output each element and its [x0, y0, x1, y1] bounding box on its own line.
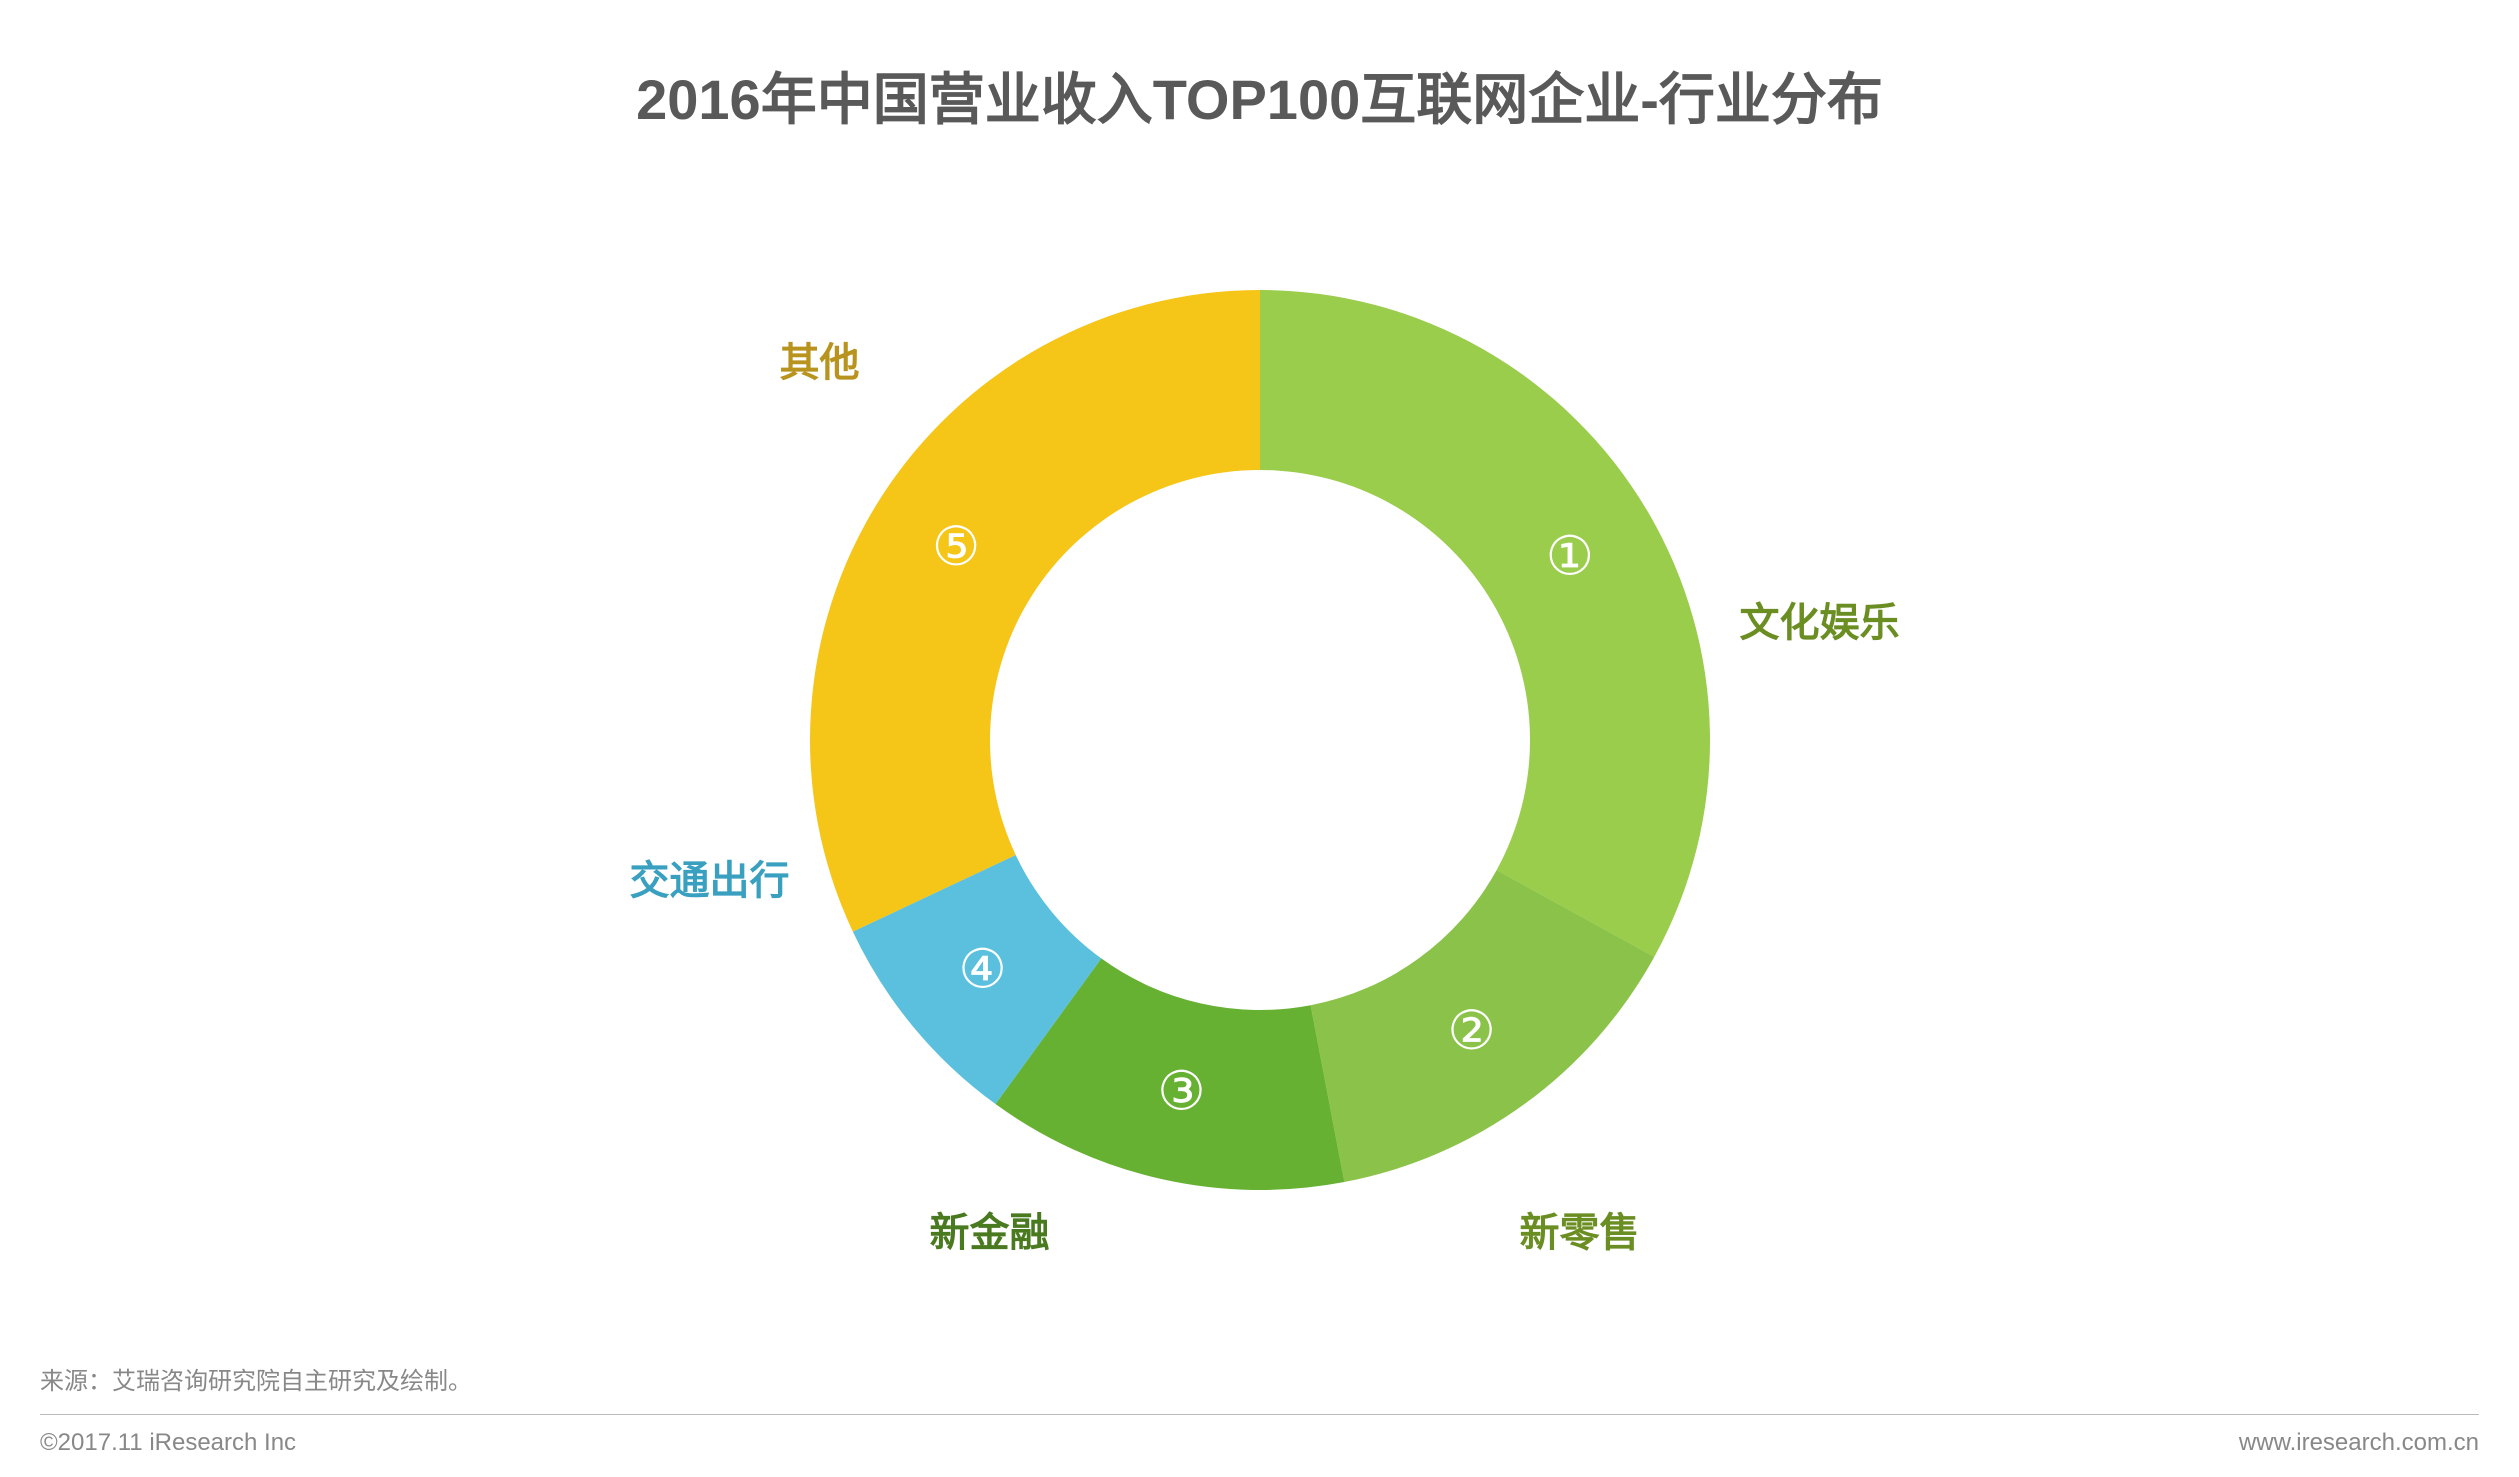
slice-number-1: ① — [1545, 527, 1593, 587]
url-text: www.iresearch.com.cn — [2239, 1429, 2479, 1457]
donut-svg: ① ② ③ ④ ⑤ — [760, 240, 1760, 1240]
slice-number-3: ③ — [1157, 1061, 1205, 1121]
donut-chart: ①②③④⑤ 文化娱乐新零售新金融交通出行其他 — [760, 240, 1760, 1240]
slice-label-4: 交通出行 — [630, 848, 790, 906]
slice-label-1: 文化娱乐 — [1740, 590, 1900, 648]
chart-title: 2016年中国营业收入TOP100互联网企业-行业分布 — [636, 55, 1883, 136]
slice-number-2: ② — [1447, 1001, 1495, 1061]
slice-label-5: 其他 — [780, 330, 860, 388]
copyright-text: ©2017.11 iResearch Inc — [40, 1429, 296, 1457]
slice-number-4: ④ — [958, 939, 1006, 999]
slice-number-5: ⑤ — [931, 517, 979, 577]
donut-slice-5 — [809, 290, 1259, 932]
slice-label-3: 新金融 — [930, 1200, 1050, 1258]
source-text: 来源：艾瑞咨询研究院自主研究及绘制。 — [40, 1361, 2479, 1415]
footer: 来源：艾瑞咨询研究院自主研究及绘制。 ©2017.11 iResearch In… — [0, 1361, 2519, 1477]
slice-label-2: 新零售 — [1520, 1200, 1640, 1258]
donut-slice-1 — [1260, 290, 1710, 957]
